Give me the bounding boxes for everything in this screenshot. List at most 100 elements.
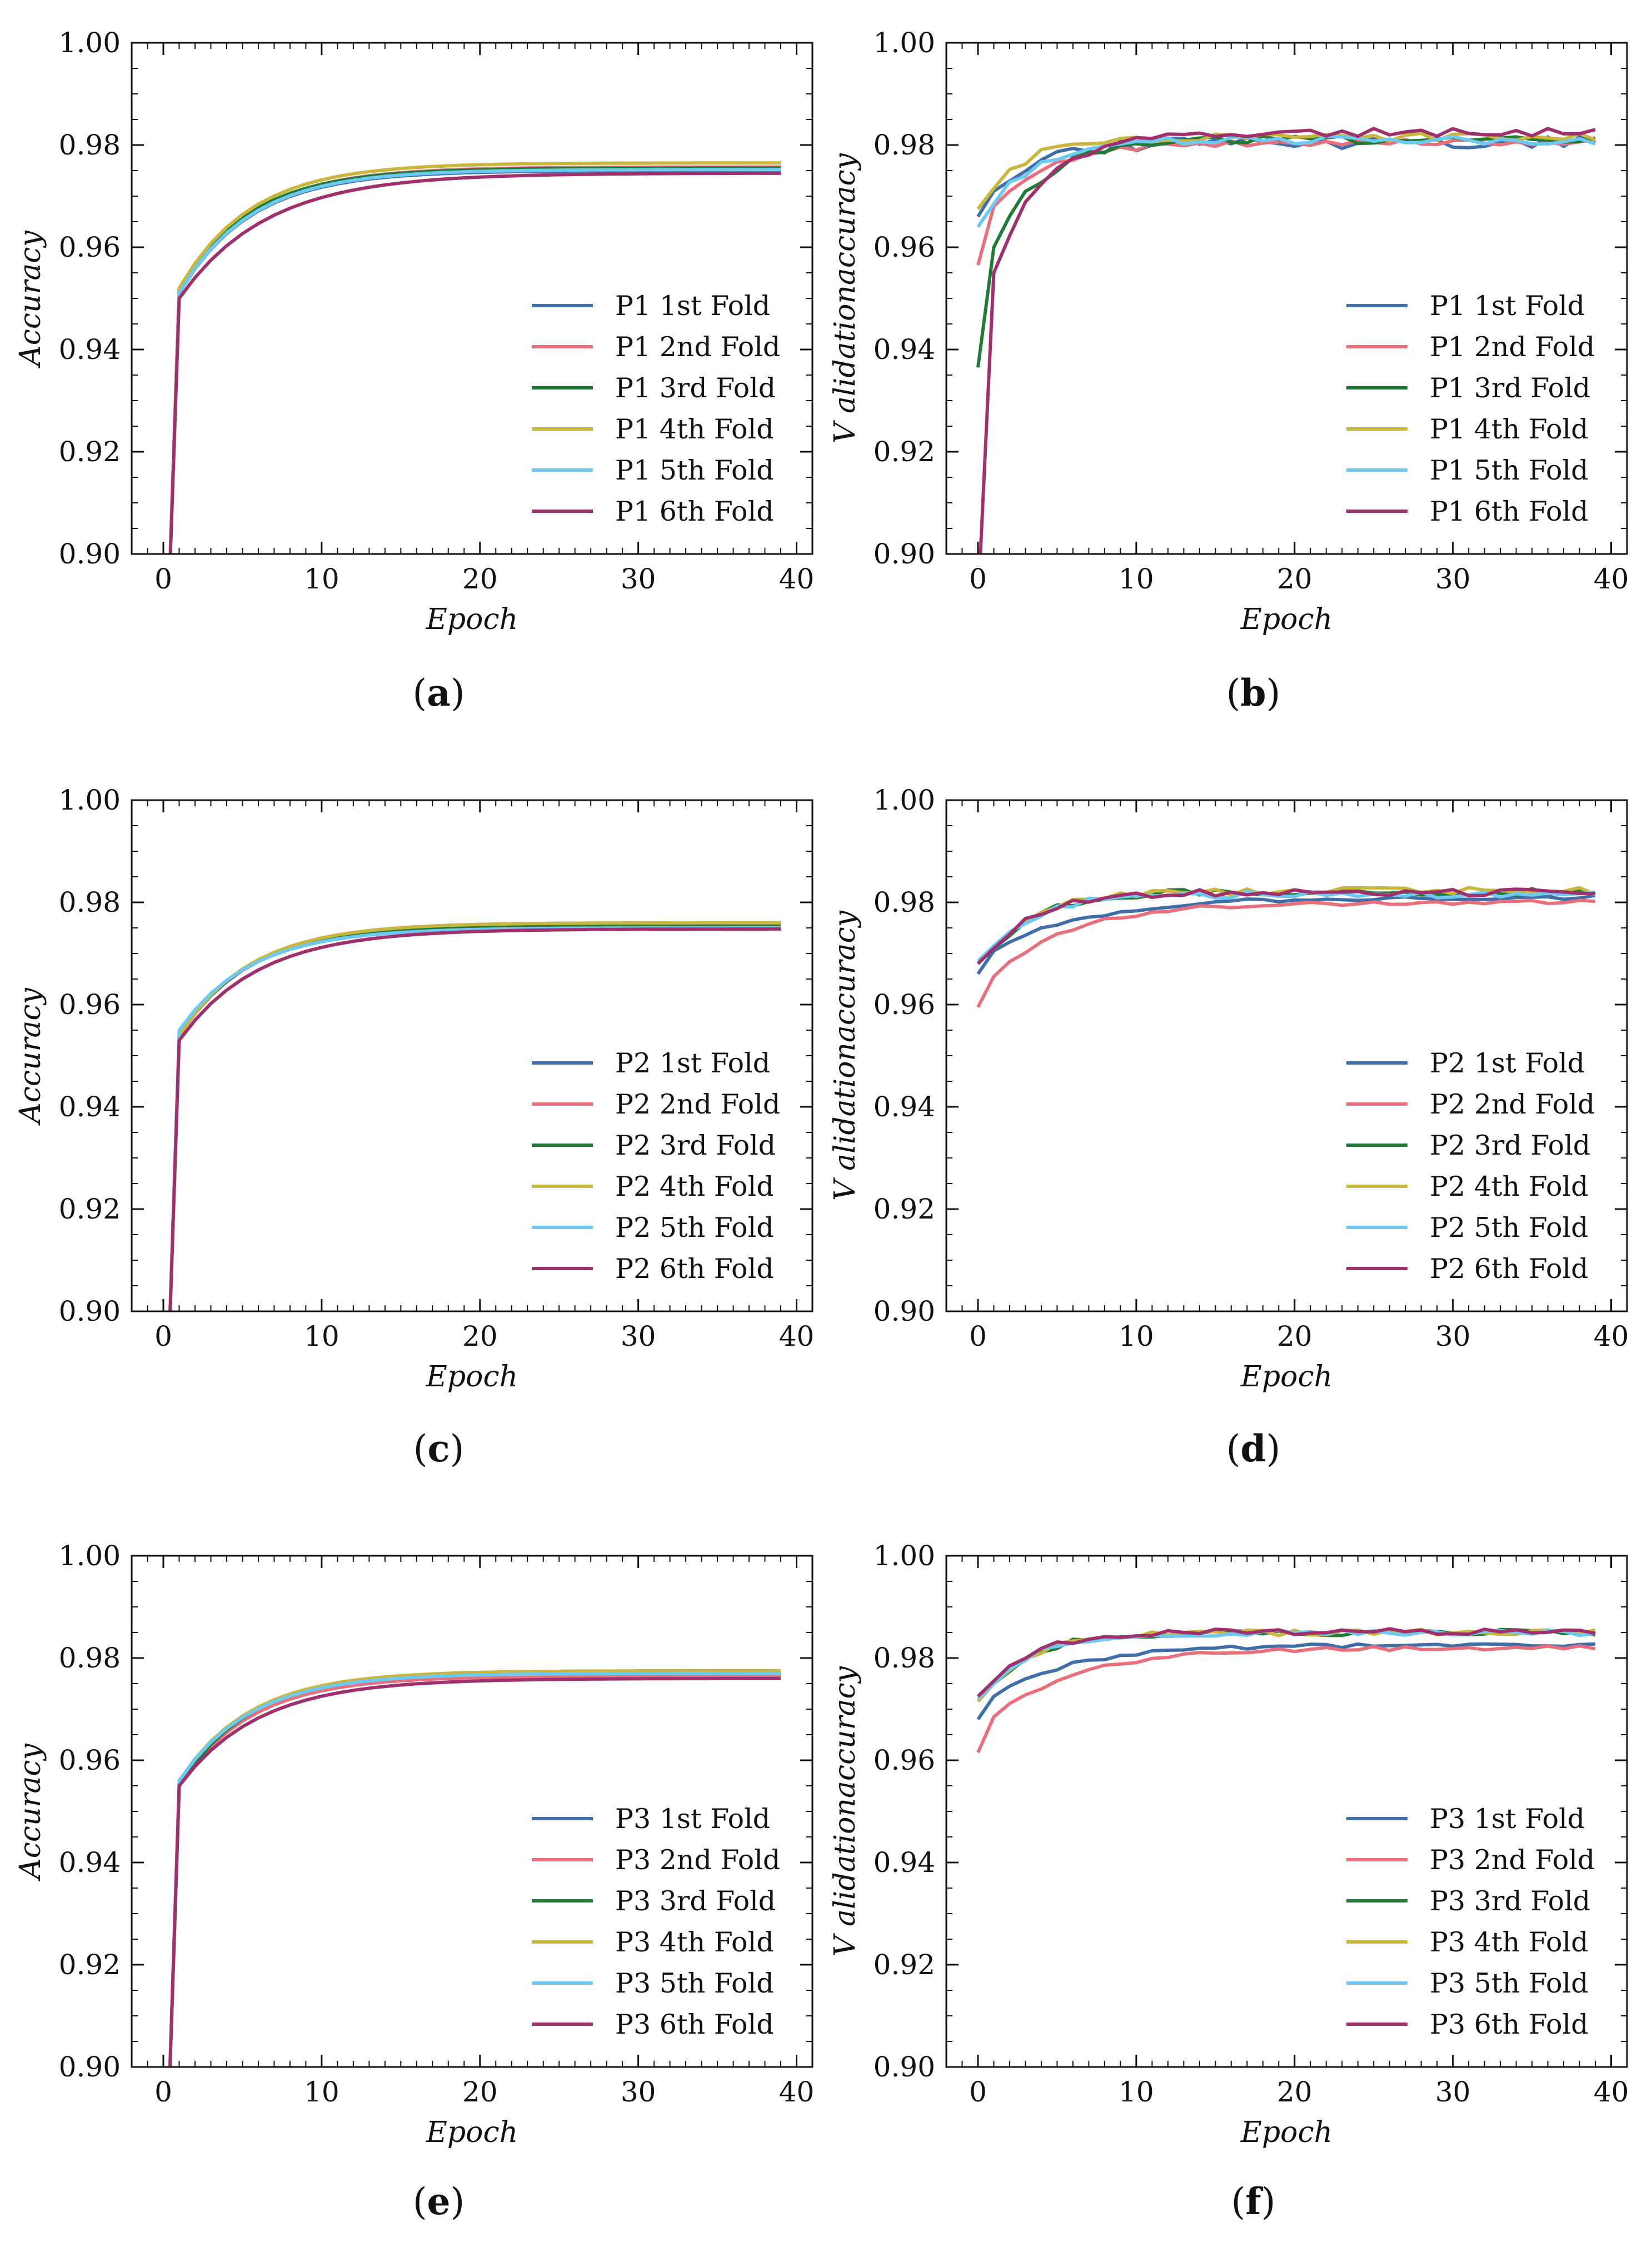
chart-panel-c: 0 10 20 30 40 0.90 0.92 0.94 0.96 0.98 1.00 Epoch Ac… — [14, 784, 815, 1470]
chart-panel-e: 0 10 20 30 40 0.90 0.92 0.94 0.96 0.98 1.00 Epoch Ac… — [14, 1540, 815, 2223]
caption-close: ) — [451, 2180, 465, 2223]
series-line-6 — [976, 1627, 1596, 1698]
legend-label: P3 3rd Fold — [1430, 1885, 1590, 1917]
y-tick-label: 0.94 — [874, 1091, 935, 1123]
legend-label: P3 2nd Fold — [615, 1844, 780, 1876]
y-tick-label: 1.00 — [874, 784, 935, 816]
caption-letter: a — [427, 671, 451, 715]
x-tick-label: 40 — [779, 2076, 815, 2108]
series-line-1 — [976, 1642, 1596, 1721]
y-tick-label: 1.00 — [59, 27, 121, 59]
y-tick-label: 0.96 — [874, 988, 935, 1021]
x-tick-label: 10 — [304, 2076, 340, 2108]
series-line-1 — [976, 893, 1596, 975]
caption-letter: d — [1240, 1427, 1266, 1470]
legend-label: P2 4th Fold — [1430, 1171, 1589, 1202]
y-tick-label: 0.90 — [874, 538, 935, 570]
y-tick-label: 0.92 — [59, 436, 121, 468]
panel-caption: (e) — [413, 2180, 465, 2223]
chart-panel-f: 0 10 20 30 40 0.90 0.92 0.94 0.96 0.98 1.00 Epoch V … — [829, 1540, 1629, 2223]
x-tick-label: 40 — [779, 1320, 815, 1352]
x-tick-label: 0 — [154, 563, 172, 595]
legend-label: P3 2nd Fold — [1430, 1844, 1595, 1876]
caption-open: ( — [412, 672, 427, 715]
legend-label: P1 4th Fold — [615, 413, 774, 445]
y-axis-label: V alidationaccuracy — [829, 1666, 862, 1956]
series-line-4 — [168, 161, 781, 554]
legend-label: P3 1st Fold — [615, 1803, 770, 1835]
x-axis-label: Epoch — [426, 2116, 518, 2149]
x-axis-label: Epoch — [1240, 2116, 1332, 2149]
y-tick-label: 0.92 — [59, 1949, 121, 1981]
y-axis-label: Accuracy — [14, 988, 47, 1126]
x-tick-label: 30 — [621, 563, 656, 595]
x-tick-label: 20 — [462, 563, 498, 595]
x-axis-label: Epoch — [426, 603, 518, 636]
caption-close: ) — [450, 1427, 465, 1470]
y-tick-label: 1.00 — [874, 1540, 935, 1572]
y-tick-label: 0.90 — [59, 2051, 121, 2083]
y-tick-label: 0.90 — [59, 1295, 121, 1327]
legend-label: P3 4th Fold — [1430, 1926, 1589, 1958]
legend-label: P1 6th Fold — [1430, 496, 1589, 527]
series-line-2 — [168, 1674, 781, 2067]
caption-letter: c — [427, 1427, 450, 1470]
y-tick-label: 0.98 — [874, 129, 935, 161]
series-line-5 — [168, 168, 781, 554]
legend-label: P1 5th Fold — [615, 455, 774, 486]
y-axis-label: Accuracy — [14, 231, 47, 368]
y-tick-label: 0.98 — [59, 886, 121, 918]
legend-label: P2 6th Fold — [1430, 1253, 1589, 1285]
y-tick-label: 0.96 — [59, 231, 121, 263]
series-line-6 — [168, 927, 781, 1311]
x-tick-label: 30 — [1435, 1320, 1471, 1352]
y-tick-label: 0.94 — [59, 333, 121, 366]
y-tick-label: 0.90 — [874, 1295, 935, 1327]
y-tick-label: 0.98 — [874, 886, 935, 918]
x-tick-label: 30 — [621, 2076, 656, 2108]
legend-label: P1 3rd Fold — [1430, 372, 1590, 404]
legend: P1 1st Fold P1 2nd Fold P1 3rd Fold P1 4th … — [1346, 290, 1595, 527]
x-tick-label: 0 — [969, 2076, 987, 2108]
legend-label: P2 4th Fold — [615, 1171, 774, 1202]
chart-panel-a: 0 10 20 30 40 0.90 0.92 0.94 0.96 0.98 1.00 Epoch Ac… — [14, 27, 814, 715]
y-tick-label: 0.90 — [874, 2051, 935, 2083]
legend: P3 1st Fold P3 2nd Fold P3 3rd Fold P3 4th … — [532, 1803, 780, 2040]
legend-label: P3 4th Fold — [615, 1926, 774, 1958]
caption-close: ) — [1261, 2180, 1276, 2223]
series-line-6 — [168, 1676, 781, 2067]
caption-open: ( — [1226, 1427, 1241, 1470]
series-line-6 — [976, 887, 1595, 965]
caption-letter: b — [1240, 671, 1266, 715]
legend-label: P2 6th Fold — [615, 1253, 774, 1285]
x-tick-label: 0 — [154, 2076, 172, 2108]
x-tick-label: 20 — [462, 1320, 498, 1352]
legend-label: P3 6th Fold — [615, 2009, 774, 2040]
y-tick-label: 0.94 — [59, 1846, 121, 1879]
series-line-5 — [168, 1671, 781, 2067]
y-tick-label: 0.98 — [59, 1642, 121, 1674]
y-tick-label: 0.96 — [59, 1744, 121, 1776]
legend-label: P2 2nd Fold — [615, 1088, 780, 1120]
y-tick-label: 0.96 — [874, 1744, 935, 1776]
x-tick-label: 40 — [1594, 2076, 1629, 2108]
x-tick-label: 10 — [1119, 2076, 1154, 2108]
y-tick-label: 1.00 — [59, 1540, 121, 1572]
legend-label: P2 1st Fold — [1430, 1047, 1585, 1079]
caption-close: ) — [1266, 672, 1281, 715]
legend: P1 1st Fold P1 2nd Fold P1 3rd Fold P1 4th … — [532, 290, 780, 527]
legend: P2 1st Fold P2 2nd Fold P2 3rd Fold P2 4th … — [532, 1047, 780, 1285]
legend-label: P1 3rd Fold — [615, 372, 776, 404]
x-tick-label: 30 — [1435, 563, 1471, 595]
legend-label: P1 2nd Fold — [615, 331, 780, 363]
x-tick-label: 40 — [1594, 563, 1629, 595]
panel-caption: (b) — [1226, 671, 1281, 715]
x-tick-label: 0 — [969, 1320, 987, 1352]
caption-open: ( — [1231, 2180, 1246, 2223]
x-tick-label: 0 — [969, 563, 987, 595]
y-tick-label: 0.98 — [874, 1642, 935, 1674]
panel-caption: (c) — [413, 1427, 465, 1470]
x-tick-label: 10 — [1119, 563, 1154, 595]
series-line-2 — [976, 1644, 1596, 1754]
y-tick-label: 0.92 — [874, 1193, 935, 1225]
